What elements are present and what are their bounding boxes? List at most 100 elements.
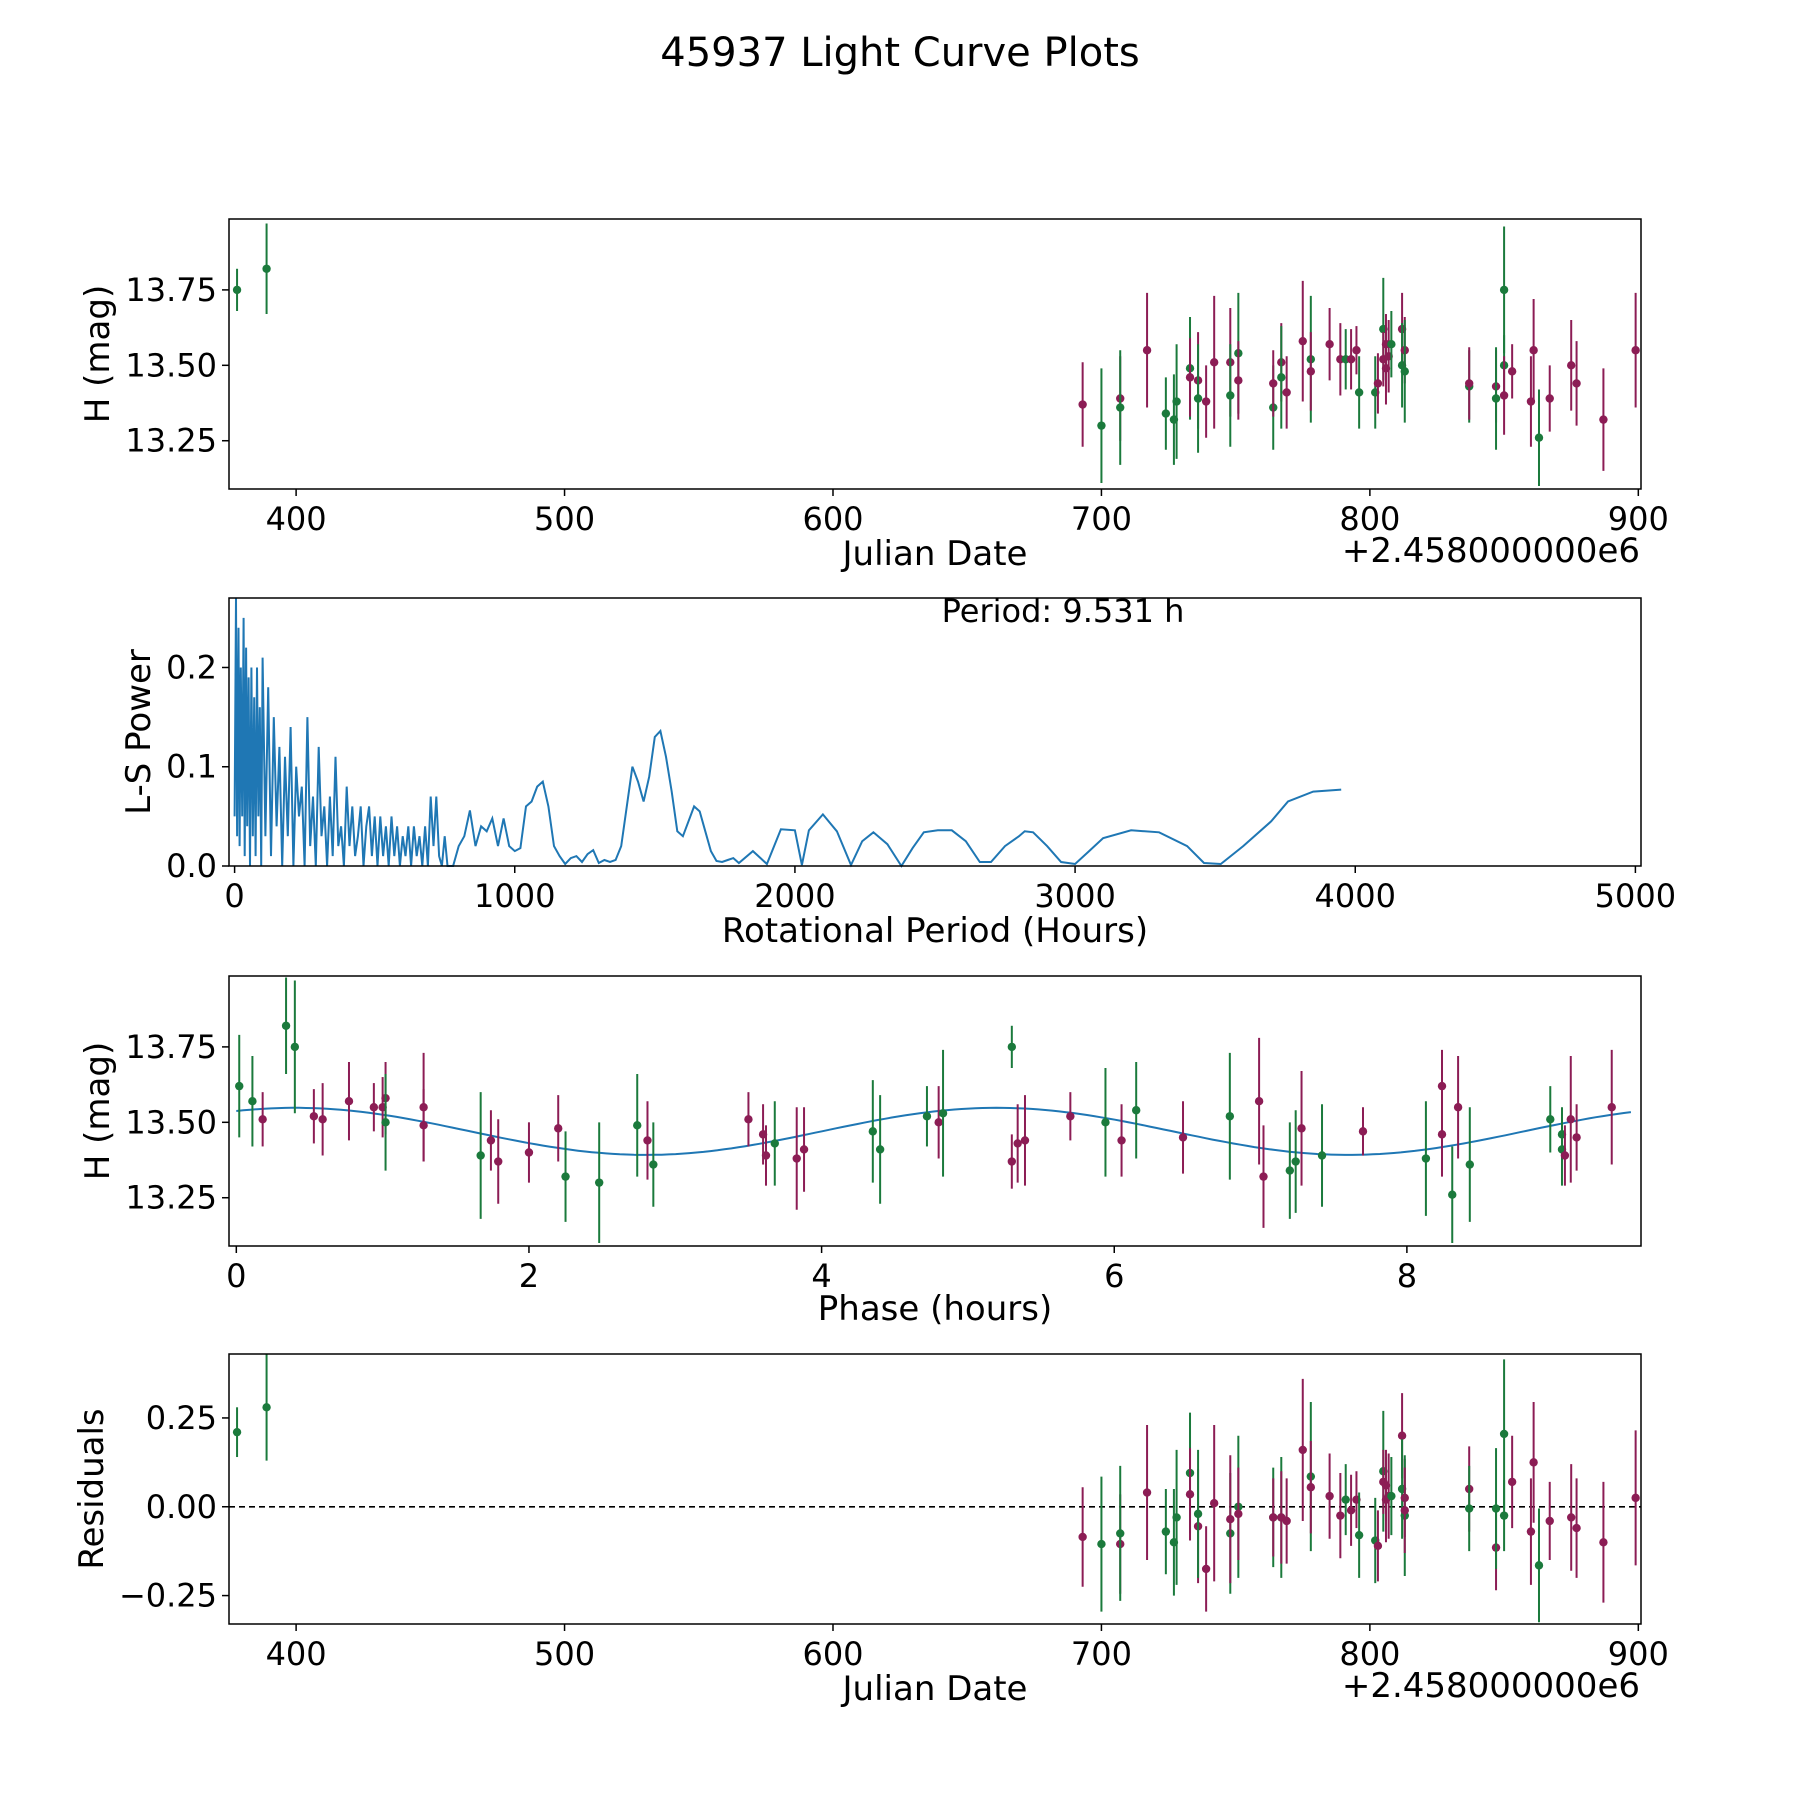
phase-data-point xyxy=(649,1160,658,1169)
1-x-tick-label: 3000 xyxy=(1034,877,1115,915)
phase-data-point xyxy=(1607,1103,1616,1112)
residuals-data-point xyxy=(1529,1458,1538,1467)
phase-data-point xyxy=(744,1115,753,1124)
phase-data-point xyxy=(1259,1172,1268,1181)
phase-data-point xyxy=(1546,1115,1555,1124)
light-curve-data-point xyxy=(1507,367,1517,376)
phase-data-point xyxy=(369,1103,379,1112)
periodogram-ticks: 0 1000 2000 3000 4000 5000 0.0 0.1 0.2 xyxy=(166,648,1676,915)
2-y-tick-label: 13.75 xyxy=(125,1028,217,1066)
phase-data-point xyxy=(643,1136,652,1145)
phase-data-point xyxy=(290,1042,300,1052)
periodogram-axes-frame xyxy=(228,597,1642,867)
phase-data-point xyxy=(1254,1096,1264,1106)
2-x-tick-label: 6 xyxy=(1104,1257,1124,1295)
phase-data-point xyxy=(1285,1166,1295,1175)
residuals-data-point xyxy=(1269,1513,1278,1522)
phase-data-point xyxy=(1566,1115,1575,1124)
phase-data-point xyxy=(792,1154,801,1163)
residuals-data-point xyxy=(1397,1431,1407,1440)
phase-data-point xyxy=(1421,1154,1431,1163)
residuals-data-point xyxy=(1567,1513,1576,1522)
residuals-data-point xyxy=(1078,1532,1087,1542)
light-curve-data-point xyxy=(1567,361,1576,370)
phase-data-point xyxy=(1465,1160,1475,1169)
3-x-tick-label: 700 xyxy=(1071,1635,1132,1673)
phase-data-point xyxy=(633,1121,642,1130)
residuals-data-point xyxy=(1507,1477,1517,1487)
residuals-data-point xyxy=(1201,1564,1211,1574)
0-y-tick-label: 13.25 xyxy=(125,422,217,460)
phase-data-point xyxy=(922,1112,932,1121)
light-curve-data-point xyxy=(1499,391,1509,400)
light-curve-data-point xyxy=(1097,421,1106,430)
light-curve-data-point xyxy=(1325,339,1334,349)
light-curve-data-point xyxy=(262,264,271,273)
panel-periodogram: 0 1000 2000 3000 4000 5000 0.0 0.1 0.2 Period: 9… xyxy=(119,592,1676,951)
3-x-tick-label: 500 xyxy=(534,1635,595,1673)
phase-data-point xyxy=(1437,1081,1447,1091)
light-curve-data-point xyxy=(1499,285,1509,295)
3-x-tick-label: 600 xyxy=(802,1635,863,1673)
light-curve-data-point xyxy=(1352,346,1361,355)
light-curve-y-label: H (mag) xyxy=(78,285,118,423)
2-x-tick-label: 2 xyxy=(519,1257,539,1295)
residuals-data-point xyxy=(1298,1445,1307,1455)
phase-data-point xyxy=(494,1157,503,1166)
light-curve-data-point xyxy=(1631,346,1640,355)
phase-data-point xyxy=(524,1148,534,1157)
0-y-tick-label: 13.50 xyxy=(125,346,217,384)
3-x-tick-label: 900 xyxy=(1608,1635,1669,1673)
residuals-data-point xyxy=(1209,1499,1219,1508)
1-x-tick-label: 0 xyxy=(224,877,244,915)
phase-data-point xyxy=(1437,1130,1447,1139)
3-x-tick-label: 400 xyxy=(266,1635,327,1673)
residuals-data-point xyxy=(1491,1504,1501,1513)
phase-data-point xyxy=(318,1115,327,1124)
residuals-data-point xyxy=(232,1427,242,1437)
light-curve-data-point xyxy=(1142,346,1152,355)
light-curve-data-point xyxy=(1306,367,1316,376)
residuals-data-point xyxy=(1373,1541,1383,1551)
phase-data-point xyxy=(1297,1124,1306,1133)
periodogram-line xyxy=(233,597,1342,868)
light-curve-data-point xyxy=(1387,339,1396,349)
light-curve-data-point xyxy=(1298,336,1307,346)
3-x-tick-label: 800 xyxy=(1339,1635,1400,1673)
phase-data-point xyxy=(419,1121,428,1130)
residuals-data-point xyxy=(1336,1511,1345,1520)
phase-data-point xyxy=(476,1151,485,1160)
light-curve-data-point xyxy=(1277,373,1286,382)
2-x-tick-label: 4 xyxy=(811,1257,831,1295)
phase-ticks: 0 2 4 6 8 13.25 13.50 13.75 xyxy=(125,1028,1417,1295)
phase-data-point xyxy=(770,1139,779,1148)
residuals-data-point xyxy=(1142,1488,1152,1497)
residuals-data-point xyxy=(1464,1504,1474,1513)
light-curve-data-point xyxy=(1529,346,1538,355)
light-curve-ticks: 400 500 600 700 800 900 13.25 13.50 13.75 xyxy=(125,271,1668,538)
residuals-data-point xyxy=(1572,1523,1581,1533)
phase-data-point xyxy=(554,1124,563,1133)
1-x-tick-label: 4000 xyxy=(1315,877,1396,915)
residuals-x-offset: +2.458000000e6 xyxy=(1342,1666,1640,1706)
light-curve-data-point xyxy=(1599,415,1608,424)
residuals-data-point xyxy=(262,1403,271,1412)
phase-data-point xyxy=(1317,1151,1327,1160)
light-curve-data-point xyxy=(1545,394,1554,403)
phase-data-point xyxy=(258,1115,267,1124)
residuals-axes-frame xyxy=(228,1353,1642,1625)
0-y-tick-label: 13.75 xyxy=(125,271,217,309)
phase-data-point xyxy=(868,1127,878,1136)
residuals-data-point xyxy=(1325,1491,1334,1501)
0-x-tick-label: 900 xyxy=(1608,500,1669,538)
light-curve-data-point xyxy=(1201,397,1211,406)
0-x-tick-label: 400 xyxy=(266,500,327,538)
residuals-data-point xyxy=(1400,1506,1409,1515)
residuals-data-point xyxy=(1499,1429,1509,1439)
phase-data-point xyxy=(1178,1133,1188,1142)
light-curve-data-point xyxy=(1464,379,1474,388)
residuals-data-point xyxy=(1193,1509,1203,1519)
residuals-data-point xyxy=(1526,1527,1536,1536)
phase-data-point xyxy=(1007,1157,1017,1166)
1-y-tick-label: 0.2 xyxy=(166,648,217,686)
